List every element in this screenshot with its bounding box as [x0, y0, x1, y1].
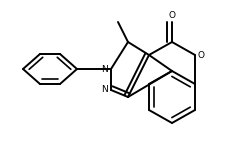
Text: O: O	[168, 11, 175, 20]
Text: N: N	[101, 65, 108, 73]
Text: O: O	[197, 50, 204, 60]
Text: N: N	[101, 86, 108, 95]
